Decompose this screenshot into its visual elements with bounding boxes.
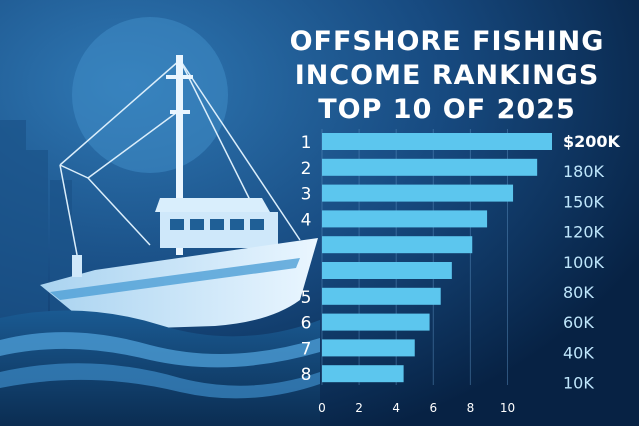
bar [322,339,415,357]
x-tick-label: 10 [500,401,515,415]
rank-label: 1 [301,133,312,153]
bar [322,365,404,383]
x-tick-label: 2 [355,401,363,415]
chart-title-line-2: INCOME RANKINGS [294,60,600,91]
x-tick-label: 6 [429,401,437,415]
moon [72,17,228,173]
rigging [59,59,301,261]
income-label: 40K [563,343,594,362]
income-label: $200K [563,132,621,151]
rank-label: 2 [301,159,312,179]
rank-label: 5 [301,288,312,308]
bar [322,184,514,202]
income-label: 10K [563,374,594,393]
bar [322,236,473,254]
bar-chart: 1 2 3 4 5 6 7 8 $200K 180K 150K 120K 100K 80K 60K 40K 10… [301,129,621,415]
rank-label: 6 [301,314,312,334]
income-label: 180K [563,162,605,181]
x-tick-label: 0 [318,401,326,415]
income-label: 120K [563,223,605,242]
bar [322,313,430,331]
bar [322,158,538,176]
rank-label: 4 [301,210,312,230]
sea-waves [0,310,320,426]
bar [322,210,488,228]
bar [322,133,552,150]
chart-title-line-3: TOP 10 OF 2025 [318,94,576,125]
chart-title-line-1: OFFSHORE FISHING [289,26,605,57]
x-tick-label: 8 [467,401,475,415]
rank-label: 7 [301,339,312,359]
income-label: 60K [563,313,594,332]
income-label: 80K [563,283,594,302]
bar [322,262,452,279]
fishing-boat [40,55,318,330]
income-label: 150K [563,192,605,211]
rank-label: 8 [301,365,312,385]
x-tick-label: 4 [392,401,400,415]
rank-label: 3 [301,185,312,205]
income-label: 100K [563,253,605,272]
bar [322,287,441,305]
